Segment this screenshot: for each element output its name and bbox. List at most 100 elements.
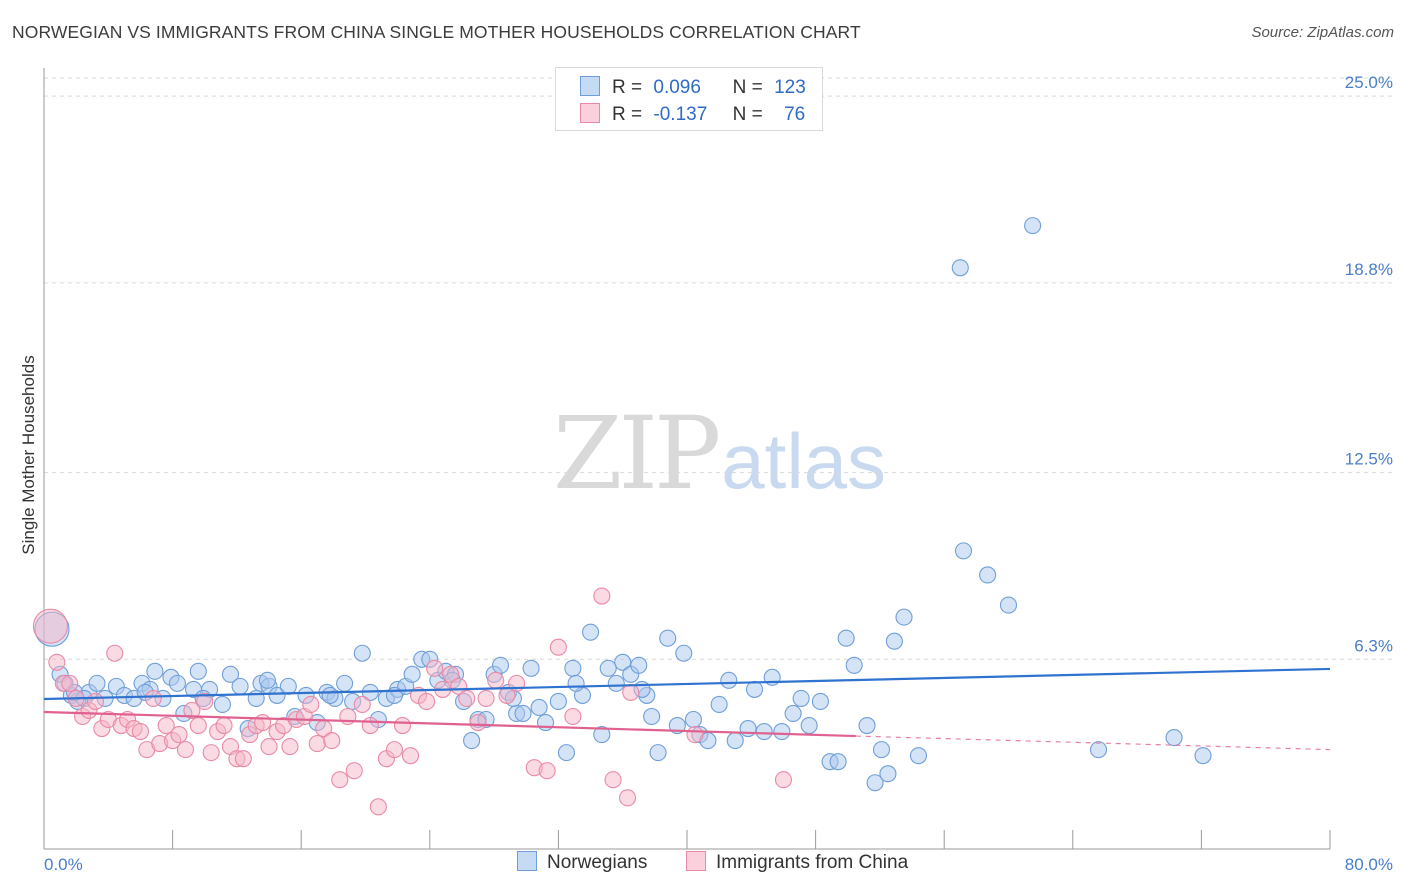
point-china — [426, 659, 444, 677]
point-norwegians — [726, 732, 744, 750]
point-norwegians — [739, 719, 757, 738]
legend-label: Norwegians — [547, 852, 648, 873]
point-norwegians — [213, 695, 231, 714]
gridlines — [44, 77, 1395, 660]
point-china — [393, 716, 412, 735]
point-norwegians — [336, 674, 354, 692]
point-norwegians — [522, 659, 540, 677]
legend-swatch-pink — [580, 103, 600, 123]
point-china — [442, 665, 460, 683]
watermark-zip: ZIP — [553, 395, 721, 512]
legend-item-norwegians: Norwegians — [517, 851, 647, 874]
point-china — [622, 683, 640, 701]
point-norwegians — [530, 698, 548, 717]
point-norwegians — [720, 671, 738, 689]
point-norwegians — [879, 765, 897, 783]
point-norwegians — [909, 747, 928, 765]
point-china — [549, 638, 567, 656]
point-china — [254, 713, 272, 732]
point-norwegians — [684, 710, 702, 729]
point-china — [196, 692, 214, 710]
point-china — [353, 695, 371, 714]
point-china — [686, 726, 704, 744]
legend-swatch-pink — [686, 851, 706, 871]
point-norwegians — [643, 707, 661, 726]
point-china — [369, 798, 387, 816]
point-norwegians — [858, 716, 876, 735]
point-norwegians — [829, 753, 847, 771]
point-china — [538, 762, 556, 780]
x-tick-label: 0.0% — [44, 855, 83, 874]
point-norwegians — [745, 680, 764, 698]
point-norwegians — [1165, 729, 1183, 747]
trend-line-china — [43, 710, 856, 738]
point-china — [106, 644, 124, 662]
point-norwegians — [514, 704, 532, 723]
point-norwegians — [268, 686, 286, 704]
point-china — [215, 716, 233, 735]
r-label: R = — [612, 77, 643, 98]
point-china — [131, 723, 149, 741]
point-china — [176, 741, 195, 759]
trend-lines — [43, 667, 1331, 751]
y-axis-label: Single Mother Households — [19, 355, 38, 554]
point-norwegians — [599, 659, 617, 677]
y-tick-label: 18.8% — [1345, 260, 1393, 279]
point-norwegians — [649, 744, 667, 762]
chart-title: NORWEGIAN VS IMMIGRANTS FROM CHINA SINGL… — [12, 22, 861, 42]
point-china — [157, 716, 175, 735]
point-norwegians — [845, 656, 863, 674]
legend-item-china: Immigrants from China — [686, 851, 908, 874]
r-label: R = — [612, 104, 643, 125]
point-china — [302, 695, 320, 714]
point-norwegians — [710, 695, 728, 714]
point-china — [774, 771, 793, 789]
point-china — [604, 771, 622, 789]
n-value: 76 — [784, 104, 806, 125]
point-norwegians — [607, 674, 625, 692]
point-norwegians — [258, 671, 276, 689]
point-china — [331, 771, 349, 789]
point-china — [234, 750, 252, 768]
point-norwegians — [659, 629, 677, 647]
point-norwegians — [773, 723, 791, 741]
point-norwegians — [784, 704, 802, 723]
watermark: ZIPatlas — [553, 395, 886, 512]
point-china — [61, 674, 79, 692]
legend-row-china: R = -0.137 N = 76 — [580, 103, 805, 127]
point-norwegians — [353, 644, 371, 662]
point-norwegians — [279, 677, 297, 695]
legend-swatch-blue — [517, 851, 537, 871]
point-norwegians — [1089, 741, 1108, 759]
point-china — [202, 744, 220, 762]
point-china — [170, 726, 188, 744]
legend-row-norwegians: R = 0.096 N = 123 — [580, 76, 806, 100]
point-norwegians — [247, 689, 265, 707]
point-norwegians — [630, 656, 648, 674]
point-norwegians — [1194, 747, 1212, 765]
point-norwegians — [866, 774, 884, 792]
point-norwegians — [675, 644, 693, 662]
point-china — [86, 692, 104, 710]
point-china — [183, 701, 201, 720]
point-norwegians — [581, 623, 600, 641]
axes — [43, 68, 1331, 850]
point-norwegians — [189, 662, 207, 680]
point-norwegians — [979, 566, 997, 584]
r-value: 0.096 — [653, 77, 701, 98]
point-china — [260, 738, 278, 756]
point-china — [564, 707, 582, 726]
point-norwegians — [403, 665, 421, 683]
tick-labels: 6.3% 12.5% 18.8% 25.0% 0.0% 80.0% Single Mothe… — [19, 73, 1393, 874]
point-norwegians — [885, 632, 903, 650]
point-china — [189, 716, 207, 735]
point-norwegians — [895, 608, 913, 626]
n-label: N = — [732, 77, 763, 98]
point-norwegians — [755, 723, 773, 741]
n-value: 123 — [774, 77, 806, 98]
point-norwegians — [999, 596, 1018, 614]
point-norwegians — [88, 674, 106, 692]
point-china — [469, 713, 487, 732]
point-norwegians — [614, 653, 632, 671]
